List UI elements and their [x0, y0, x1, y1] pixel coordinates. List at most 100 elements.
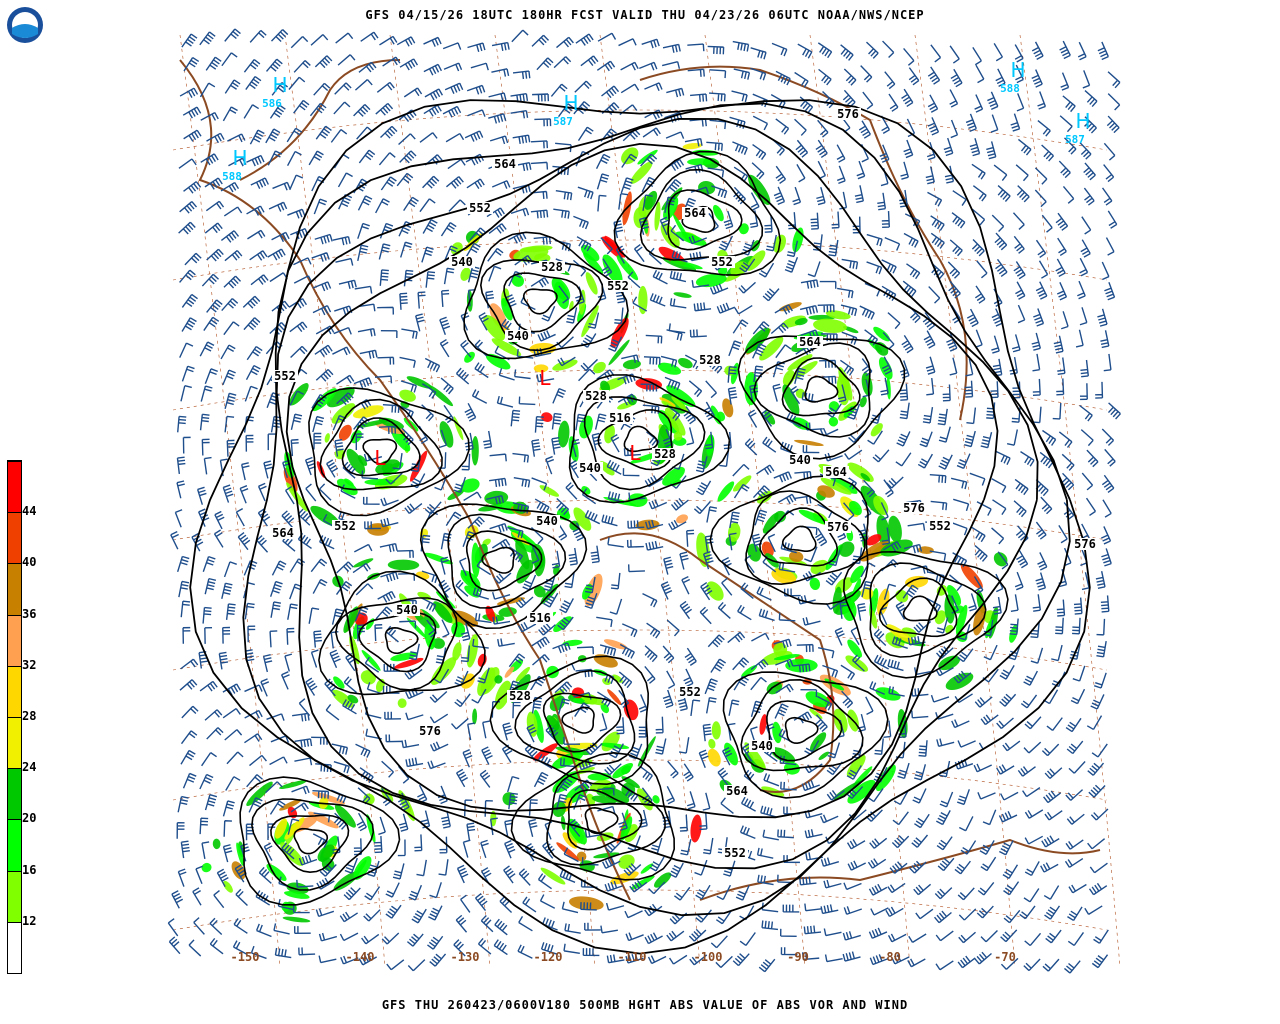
- wind-barb: [292, 905, 310, 914]
- wind-barb: [1000, 957, 1019, 970]
- wind-barb: [938, 454, 953, 470]
- height-contour: [319, 398, 443, 491]
- vorticity-patch: [279, 780, 307, 789]
- wind-barb: [883, 479, 894, 498]
- wind-barb: [1080, 239, 1091, 258]
- wind-barb: [644, 475, 664, 488]
- contour-label-bg: [901, 502, 927, 514]
- wind-barb: [235, 507, 245, 527]
- wind-barb: [590, 545, 600, 564]
- wind-barb: [752, 485, 771, 499]
- vorticity-patch: [533, 709, 544, 743]
- longitude-label: -150: [231, 950, 260, 964]
- vorticity-patch: [397, 698, 407, 708]
- wind-barb: [474, 362, 489, 379]
- height-contour: [878, 577, 958, 638]
- wind-barb: [379, 425, 397, 434]
- wind-barb: [399, 292, 408, 310]
- wind-barb: [223, 321, 240, 336]
- wind-barb: [247, 229, 266, 240]
- wind-barb: [489, 453, 507, 462]
- wind-barb: [913, 883, 932, 896]
- wind-barb: [429, 691, 448, 703]
- wind-barb: [902, 584, 919, 599]
- wind-barb: [222, 683, 241, 696]
- wind-barb: [531, 477, 548, 491]
- vorticity-patch: [540, 867, 566, 885]
- wind-barb: [558, 285, 569, 304]
- wind-barb: [914, 813, 930, 829]
- wind-barb: [1065, 717, 1082, 733]
- wind-barb: [262, 654, 273, 673]
- high-pressure-marker: H: [1010, 58, 1025, 82]
- vorticity-patch: [818, 751, 830, 761]
- wind-barb: [707, 634, 725, 648]
- height-contour: [481, 546, 515, 574]
- vorticity-patch: [771, 568, 797, 585]
- wind-barb: [399, 356, 416, 368]
- wind-barb: [1101, 474, 1115, 494]
- wind-barb: [479, 769, 491, 788]
- wind-barb: [244, 733, 263, 744]
- wind-barb: [600, 237, 613, 255]
- wind-barb: [826, 789, 845, 801]
- wind-barb: [1030, 621, 1040, 639]
- wind-barb: [176, 555, 190, 572]
- wind-barb: [840, 304, 858, 317]
- wind-barb: [606, 459, 622, 475]
- wind-barb: [355, 583, 374, 596]
- height-contour: [737, 335, 906, 460]
- contour-label: 564: [799, 335, 821, 349]
- vorticity-patch: [406, 617, 427, 639]
- wind-barb: [683, 763, 694, 782]
- wind-barb: [1035, 239, 1047, 259]
- parallel-line: [172, 109, 1108, 151]
- vorticity-patch: [428, 384, 454, 407]
- wind-barb: [908, 67, 920, 86]
- wind-barb: [884, 236, 901, 251]
- wind-barb: [820, 333, 838, 342]
- wind-barb: [213, 890, 225, 909]
- vorticity-patch: [860, 473, 871, 482]
- contour-label-bg: [534, 515, 560, 527]
- wind-barb: [512, 184, 531, 194]
- vorticity-patch: [761, 541, 774, 558]
- contour-label-bg: [823, 466, 849, 478]
- wind-barb: [423, 36, 442, 47]
- height-contour: [463, 231, 629, 360]
- wind-barb: [596, 173, 610, 190]
- wind-barb: [812, 234, 823, 251]
- wind-barb: [911, 710, 929, 719]
- wind-barb: [775, 70, 791, 86]
- wind-barb: [817, 42, 833, 59]
- longitude-label: -110: [618, 950, 647, 964]
- wind-barb: [1064, 857, 1084, 868]
- wind-barb: [508, 653, 526, 668]
- vorticity-patch: [361, 649, 381, 671]
- wind-barb: [930, 44, 942, 63]
- parallel-line: [172, 369, 1108, 411]
- wind-barb: [1087, 838, 1106, 850]
- wind-barb: [668, 954, 688, 965]
- wind-barb: [686, 427, 695, 446]
- wind-barb: [732, 40, 750, 52]
- wind-barb: [995, 450, 1011, 465]
- wind-barb: [1020, 451, 1035, 467]
- wind-barb: [881, 259, 897, 274]
- wind-barb: [585, 742, 603, 756]
- wind-barb: [715, 910, 732, 925]
- wind-barb: [966, 308, 979, 328]
- wind-barb: [702, 792, 711, 811]
- wind-barb: [965, 113, 977, 133]
- high-pressure-marker: H: [563, 91, 578, 115]
- wind-barb: [848, 430, 866, 443]
- wind-barb: [353, 543, 373, 553]
- wind-barb: [964, 430, 976, 448]
- wind-barb: [623, 863, 642, 876]
- wind-barb: [237, 532, 251, 551]
- wind-barb: [1079, 257, 1089, 277]
- wind-barb: [249, 129, 265, 145]
- height-contour: [597, 409, 674, 471]
- wind-barb: [503, 865, 516, 884]
- wind-barb: [753, 365, 764, 383]
